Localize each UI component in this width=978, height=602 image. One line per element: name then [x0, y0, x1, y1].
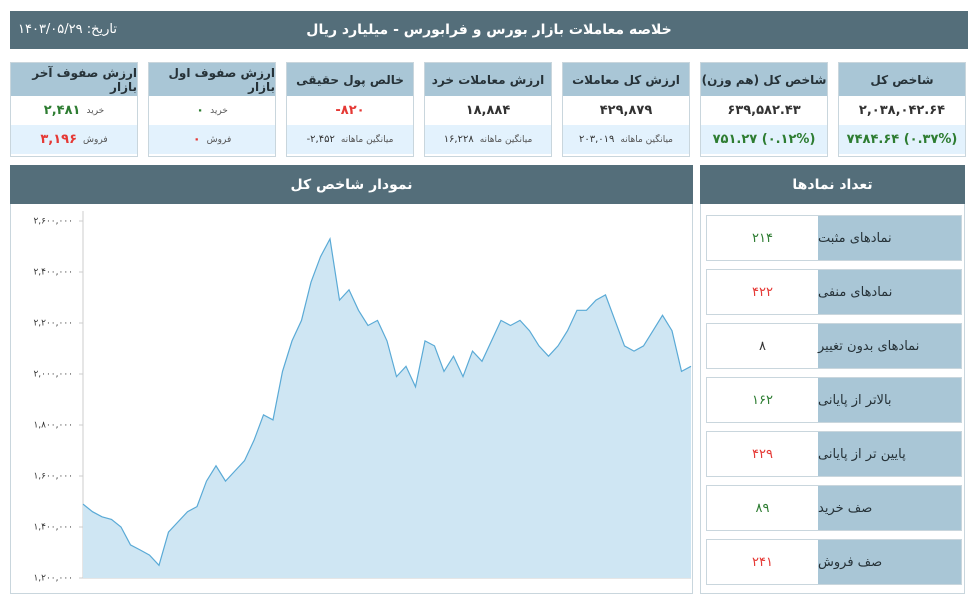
symbol-row: ۸ نمادهای بدون تغییر	[706, 323, 962, 369]
symbol-label: صف خرید	[818, 486, 961, 530]
stat-card: خالص پول حقیقی -۸۲۰ میانگین ماهانه -۲,۴۵۲	[286, 62, 414, 157]
header-title: خلاصه معاملات بازار بورس و فرابورس - میل…	[306, 22, 672, 38]
y-tick-label: ۲,۴۰۰,۰۰۰	[33, 268, 73, 278]
card-row: ۱۸,۸۸۴	[425, 96, 551, 125]
stat-card: ارزش صفوف اول بازار خرید ۰ فروش ۰	[148, 62, 276, 157]
symbol-label: نمادهای مثبت	[818, 216, 961, 260]
symbol-row: ۴۲۲ نمادهای منفی	[706, 269, 962, 315]
card-value: ۲,۴۸۱	[43, 103, 81, 118]
card-title: خالص پول حقیقی	[287, 63, 413, 96]
symbol-value: ۲۴۱	[707, 540, 818, 584]
header-bar: خلاصه معاملات بازار بورس و فرابورس - میل…	[10, 11, 968, 49]
stat-card: ارزش معاملات خرد ۱۸,۸۸۴ میانگین ماهانه ۱۶,۲…	[424, 62, 552, 157]
symbols-title: تعداد نمادها	[700, 165, 965, 204]
y-tick-label: ۲,۲۰۰,۰۰۰	[33, 319, 73, 329]
card-row: میانگین ماهانه ۱۶,۲۲۸	[425, 125, 551, 154]
y-tick-label: ۱,۴۰۰,۰۰۰	[33, 523, 73, 533]
symbol-row: ۴۲۹ پایین تر از پایانی	[706, 431, 962, 477]
card-title: ارزش صفوف اول بازار	[149, 63, 275, 96]
card-label: خرید	[210, 105, 228, 116]
symbols-panel: تعداد نمادها ۲۱۴ نمادهای مثبت ۴۲۲ نمادهای م…	[700, 165, 965, 594]
symbol-row: ۱۶۲ بالاتر از پایانی	[706, 377, 962, 423]
card-value: -۸۲۰	[335, 103, 365, 118]
y-tick-label: ۲,۶۰۰,۰۰۰	[33, 217, 73, 227]
card-row: ۲,۰۳۸,۰۴۲.۶۴	[839, 96, 965, 125]
card-row: ۷۵۱.۲۷ (۰.۱۲%)	[701, 125, 827, 154]
card-value: ۴۲۹,۸۷۹	[599, 103, 653, 118]
card-row: ۴۲۹,۸۷۹	[563, 96, 689, 125]
card-title: ارزش کل معاملات	[563, 63, 689, 96]
stat-card: شاخص کل (هم وزن) ۶۳۹,۵۸۲.۴۳ ۷۵۱.۲۷ (۰.۱۲%)	[700, 62, 828, 157]
card-label: میانگین ماهانه	[479, 134, 533, 145]
card-row: میانگین ماهانه -۲,۴۵۲	[287, 125, 413, 154]
card-value: ۶۳۹,۵۸۲.۴۳	[727, 103, 801, 118]
symbol-row: ۲۴۱ صف فروش	[706, 539, 962, 585]
y-tick-label: ۱,۶۰۰,۰۰۰	[33, 472, 73, 482]
y-tick-label: ۱,۸۰۰,۰۰۰	[33, 421, 73, 431]
card-row: خرید ۲,۴۸۱	[11, 96, 137, 125]
chart-title: نمودار شاخص کل	[10, 165, 693, 204]
card-row: فروش ۳,۱۹۶	[11, 125, 137, 154]
chart-panel: نمودار شاخص کل ۱,۲۰۰,۰۰۰ ۱,۴۰۰,۰۰۰ ۱,۶۰۰,۰…	[10, 165, 693, 594]
card-title: ارزش صفوف آخر بازار	[11, 63, 137, 96]
chart: ۱,۲۰۰,۰۰۰ ۱,۴۰۰,۰۰۰ ۱,۶۰۰,۰۰۰ ۱,۸۰۰,۰۰۰ ۲,۰۰…	[33, 211, 692, 584]
card-value: ۰	[192, 132, 201, 147]
symbol-value: ۴۲۹	[707, 432, 818, 476]
symbol-value: ۲۱۴	[707, 216, 818, 260]
card-label: فروش	[206, 134, 232, 145]
symbol-label: بالاتر از پایانی	[818, 378, 961, 422]
card-title: شاخص کل (هم وزن)	[701, 63, 827, 96]
symbol-label: صف فروش	[818, 540, 961, 584]
area-fill	[83, 238, 691, 578]
stat-card: ارزش صفوف آخر بازار خرید ۲,۴۸۱ فروش ۳,۱۹۶	[10, 62, 138, 157]
card-value: ۲,۰۳۸,۰۴۲.۶۴	[858, 103, 946, 118]
stat-card: ارزش کل معاملات ۴۲۹,۸۷۹ میانگین ماهانه ۲۰۳,…	[562, 62, 690, 157]
symbol-value: ۸	[707, 324, 818, 368]
y-tick-label: ۱,۲۰۰,۰۰۰	[33, 574, 73, 584]
card-label: خرید	[86, 105, 105, 116]
card-label: میانگین ماهانه	[620, 134, 673, 145]
symbol-row: ۲۱۴ نمادهای مثبت	[706, 215, 962, 261]
card-row: خرید ۰	[149, 96, 275, 125]
card-label: فروش	[83, 134, 108, 145]
card-value: ۲۰۳,۰۱۹	[579, 134, 615, 145]
symbol-label: پایین تر از پایانی	[818, 432, 961, 476]
stat-card: شاخص کل ۲,۰۳۸,۰۴۲.۶۴ ۷۴۸۴.۶۴ (۰.۳۷%)	[838, 62, 966, 157]
card-value: ۷۴۸۴.۶۴ (۰.۳۷%)	[846, 132, 958, 147]
y-tick-label: ۲,۰۰۰,۰۰۰	[33, 370, 73, 380]
symbol-row: ۸۹ صف خرید	[706, 485, 962, 531]
card-row: میانگین ماهانه ۲۰۳,۰۱۹	[563, 125, 689, 154]
card-value: ۷۵۱.۲۷ (۰.۱۲%)	[712, 132, 816, 147]
card-row: -۸۲۰	[287, 96, 413, 125]
card-label: میانگین ماهانه	[340, 134, 394, 145]
symbol-value: ۴۲۲	[707, 270, 818, 314]
card-value: ۱۸,۸۸۴	[465, 103, 511, 118]
header-date: تاریخ: ۱۴۰۳/۰۵/۲۹	[18, 22, 118, 37]
symbol-value: ۸۹	[707, 486, 818, 530]
symbol-label: نمادهای منفی	[818, 270, 961, 314]
card-row: ۷۴۸۴.۶۴ (۰.۳۷%)	[839, 125, 965, 154]
card-value: ۳,۱۹۶	[40, 132, 78, 147]
card-value: ۰	[196, 103, 205, 118]
card-title: ارزش معاملات خرد	[425, 63, 551, 96]
card-value: -۲,۴۵۲	[306, 134, 335, 145]
card-value: ۱۶,۲۲۸	[443, 134, 474, 145]
symbol-label: نمادهای بدون تغییر	[818, 324, 961, 368]
card-title: شاخص کل	[839, 63, 965, 96]
card-row: ۶۳۹,۵۸۲.۴۳	[701, 96, 827, 125]
area-line	[82, 237, 692, 567]
symbol-value: ۱۶۲	[707, 378, 818, 422]
card-row: فروش ۰	[149, 125, 275, 154]
